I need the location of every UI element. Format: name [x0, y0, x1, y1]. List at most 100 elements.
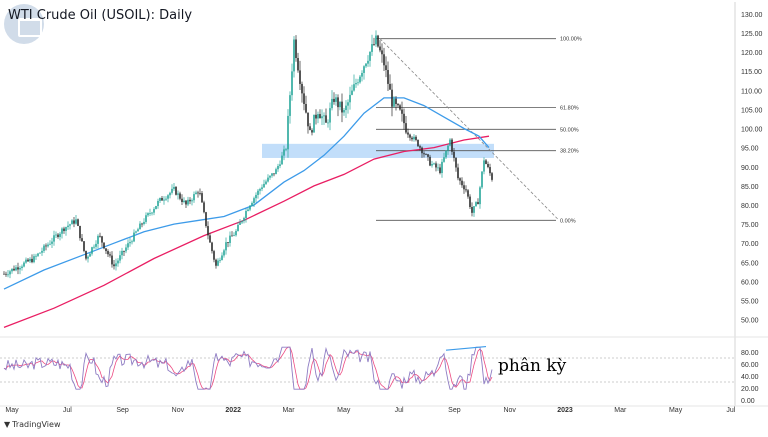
fib-label: 100.00% — [560, 37, 582, 43]
candle-body — [327, 122, 329, 124]
x-tick-label: Mar — [282, 407, 295, 414]
candle-body — [291, 71, 293, 96]
candle-body — [289, 95, 291, 116]
candle-body — [15, 267, 17, 271]
candle-body — [199, 193, 201, 194]
candle-body — [299, 70, 301, 84]
candle-body — [489, 167, 491, 174]
candle-body — [281, 155, 283, 165]
rsi-tick-label: 40.00 — [741, 374, 759, 381]
candle-body — [435, 163, 437, 168]
candle-body — [163, 199, 165, 201]
candle-body — [453, 151, 455, 158]
candle-body — [237, 224, 239, 231]
candle-body — [127, 243, 129, 248]
candle-body — [17, 267, 19, 270]
candle-body — [189, 199, 191, 202]
candle-body — [59, 233, 61, 237]
candle-body — [169, 192, 171, 196]
candle-body — [173, 186, 175, 189]
x-tick-label: Nov — [172, 407, 185, 414]
candle-body — [323, 115, 325, 117]
candle-body — [391, 89, 393, 107]
candle-body — [369, 51, 371, 61]
candle-body — [215, 259, 217, 266]
y-tick-label: 75.00 — [741, 222, 759, 229]
fib-label: 61.80% — [560, 106, 579, 112]
y-tick-label: 110.00 — [741, 88, 762, 95]
candle-body — [63, 228, 65, 231]
candle-body — [411, 137, 413, 140]
candle-body — [427, 154, 429, 157]
candle-body — [35, 255, 37, 257]
candle-body — [361, 72, 363, 77]
candle-body — [191, 200, 193, 202]
candle-body — [443, 157, 445, 162]
candle-body — [207, 226, 209, 236]
candle-body — [467, 190, 469, 197]
candle-body — [137, 229, 139, 232]
y-tick-label: 100.00 — [741, 127, 763, 134]
y-tick-label: 90.00 — [741, 165, 759, 172]
candle-body — [305, 103, 307, 113]
candle-body — [269, 175, 271, 178]
candle-body — [113, 264, 115, 267]
candle-body — [3, 273, 5, 275]
rsi-signal-line — [3, 346, 493, 390]
candle-body — [111, 255, 113, 265]
candle-body — [295, 39, 297, 59]
y-tick-label: 95.00 — [741, 146, 759, 153]
candle-body — [145, 215, 147, 222]
candle-body — [153, 209, 155, 213]
candle-body — [221, 255, 223, 261]
candle-body — [53, 235, 55, 242]
rsi-tick-label: 20.00 — [741, 386, 759, 393]
candle-body — [287, 115, 289, 150]
candle-body — [131, 241, 133, 243]
candle-body — [95, 243, 97, 247]
candle-body — [301, 83, 303, 94]
candle-body — [45, 245, 47, 247]
candle-body — [83, 241, 85, 251]
candle-body — [461, 180, 463, 186]
candle-body — [381, 50, 383, 55]
candle-body — [469, 196, 471, 208]
candle-body — [491, 173, 493, 180]
candle-body — [451, 139, 453, 152]
candle-body — [403, 113, 405, 124]
candle-body — [415, 136, 417, 140]
candle-body — [135, 231, 137, 233]
chart-title: WTI Crude Oil (USOIL): Daily — [8, 8, 193, 23]
candle-body — [147, 213, 149, 216]
candle-body — [223, 250, 225, 256]
candle-body — [409, 134, 411, 138]
x-tick-label: Mar — [614, 407, 627, 414]
candle-body — [389, 83, 391, 90]
candle-body — [57, 234, 59, 237]
y-tick-label: 80.00 — [741, 203, 759, 210]
candle-body — [367, 60, 369, 64]
candle-body — [33, 256, 35, 263]
candle-body — [481, 171, 483, 188]
candle-body — [119, 255, 121, 261]
candle-body — [285, 149, 287, 151]
candle-body — [445, 150, 447, 158]
candle-body — [283, 149, 285, 156]
candle-body — [441, 161, 443, 174]
candle-body — [165, 198, 167, 200]
candle-body — [379, 46, 381, 51]
candle-body — [51, 241, 53, 244]
candle-body — [155, 206, 157, 210]
candle-body — [13, 268, 15, 271]
candle-body — [261, 187, 263, 190]
candle-body — [41, 250, 43, 253]
divergence-label: phân kỳ — [498, 356, 567, 376]
candle-body — [485, 160, 487, 164]
candle-body — [195, 192, 197, 195]
candle-body — [39, 252, 41, 254]
candle-body — [449, 139, 451, 146]
candle-body — [157, 200, 159, 207]
candle-body — [413, 136, 415, 140]
candle-body — [101, 236, 103, 243]
candle-body — [151, 212, 153, 214]
